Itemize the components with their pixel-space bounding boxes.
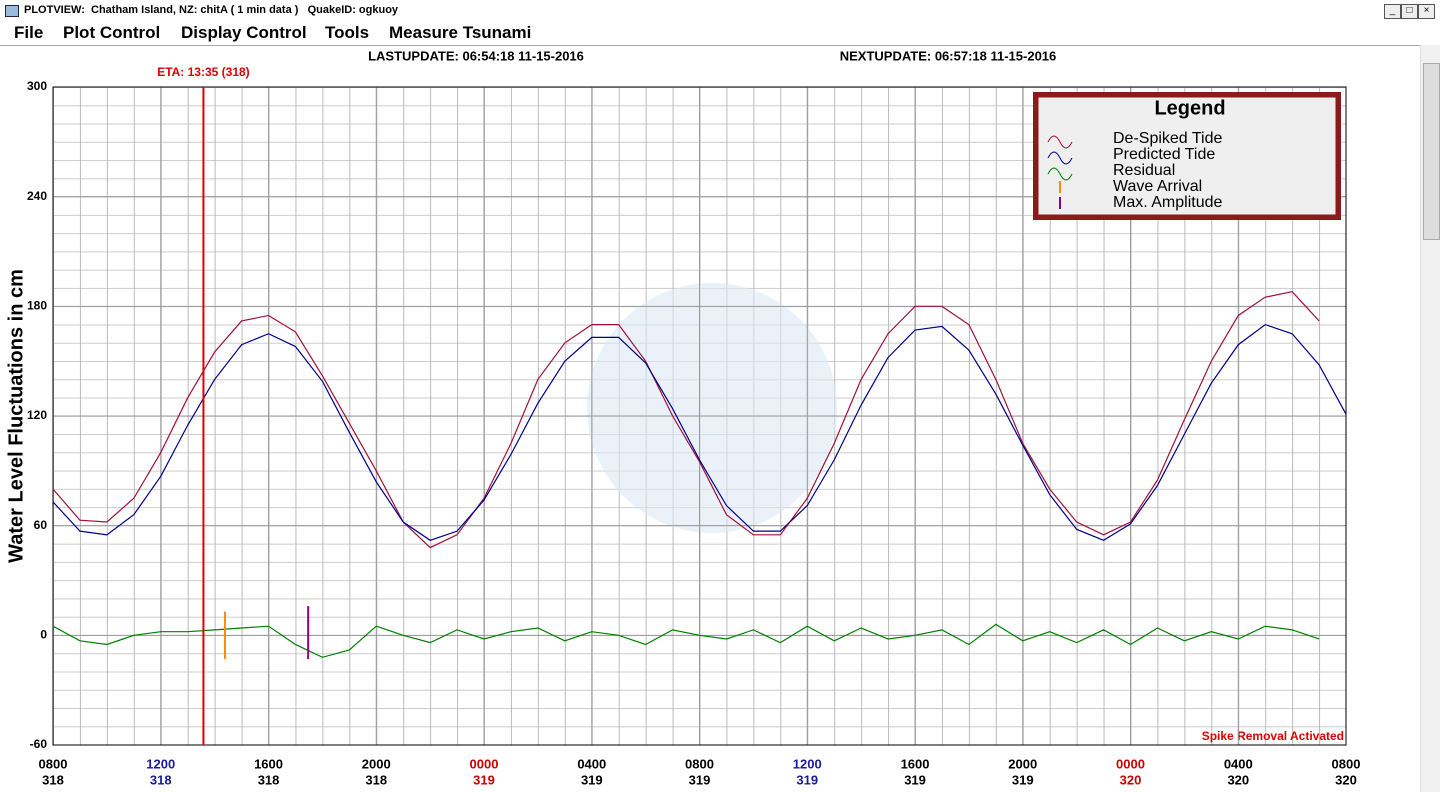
x-tick-label: 0000: [470, 756, 499, 771]
watermark: [587, 283, 837, 533]
scroll-thumb[interactable]: [1423, 63, 1440, 240]
next-update: NEXTUPDATE: 06:57:18 11-15-2016: [840, 48, 1057, 63]
x-tick-label: 0400: [577, 756, 606, 771]
y-tick-label: 180: [27, 299, 47, 313]
x-tick-day: 318: [258, 772, 280, 787]
x-tick-label: 2000: [1008, 756, 1037, 771]
x-tick-day: 319: [1012, 772, 1034, 787]
legend-symbol: [1047, 135, 1073, 149]
x-tick-day: 319: [581, 772, 603, 787]
eta-label: ETA: 13:35 (318): [157, 65, 249, 79]
series-line: [52, 291, 1320, 549]
maximize-button[interactable]: □: [1401, 4, 1418, 19]
legend-label: Wave Arrival: [1113, 178, 1202, 195]
x-tick-day: 320: [1335, 772, 1357, 787]
y-tick-label: 300: [27, 79, 47, 93]
x-tick-day: 319: [904, 772, 926, 787]
x-tick-label: 0800: [685, 756, 714, 771]
y-axis-label: Water Level Fluctuations in cm: [5, 269, 27, 563]
legend-label: De-Spiked Tide: [1113, 130, 1222, 147]
menu-item[interactable]: File: [14, 23, 44, 42]
x-tick-day: 319: [796, 772, 818, 787]
x-tick-day: 318: [150, 772, 172, 787]
series-line: [52, 623, 1320, 658]
y-tick-label: 120: [27, 408, 47, 422]
y-tick-label: -60: [30, 737, 48, 751]
menu-item[interactable]: Plot Control: [63, 23, 161, 42]
x-tick-label: 0800: [39, 756, 68, 771]
status-text: Spike Removal Activated: [1202, 729, 1344, 743]
legend-label: Predicted Tide: [1113, 146, 1215, 163]
last-update: LASTUPDATE: 06:54:18 11-15-2016: [368, 48, 584, 63]
x-tick-label: 1200: [793, 756, 822, 771]
minimize-button[interactable]: _: [1384, 4, 1401, 19]
legend-symbol: [1047, 167, 1073, 181]
legend-box: [1037, 96, 1337, 216]
app-icon: [5, 5, 19, 17]
title-bar: PLOTVIEW: Chatham Island, NZ: chitA ( 1 …: [0, 0, 1440, 23]
menu-bar: File Plot Control Display Control Tools …: [0, 22, 1440, 46]
x-tick-day: 318: [42, 772, 64, 787]
x-tick-label: 0400: [1224, 756, 1253, 771]
legend-label: Residual: [1113, 162, 1175, 179]
y-tick-label: 0: [40, 628, 47, 642]
x-tick-label: 1600: [254, 756, 283, 771]
x-tick-label: 0000: [1116, 756, 1145, 771]
menu-item[interactable]: Display Control: [181, 23, 307, 42]
window-title: PLOTVIEW: Chatham Island, NZ: chitA ( 1 …: [24, 4, 399, 16]
scrollbar[interactable]: [1420, 45, 1440, 792]
y-tick-label: 240: [27, 189, 47, 203]
x-tick-day: 318: [365, 772, 387, 787]
y-tick-label: 60: [34, 518, 48, 532]
x-tick-day: 320: [1120, 772, 1142, 787]
menu-item[interactable]: Measure Tsunami: [389, 23, 532, 42]
menu-item[interactable]: Tools: [325, 23, 370, 42]
x-tick-day: 320: [1227, 772, 1249, 787]
legend-symbol: [1047, 151, 1073, 165]
close-button[interactable]: ×: [1418, 4, 1435, 19]
x-tick-day: 319: [473, 772, 495, 787]
series-line: [52, 323, 1347, 541]
x-tick-label: 0800: [1332, 756, 1361, 771]
x-tick-label: 1200: [146, 756, 175, 771]
x-tick-day: 319: [689, 772, 711, 787]
x-tick-label: 1600: [901, 756, 930, 771]
plot-frame: [52, 86, 1347, 746]
legend-title: Legend: [1154, 97, 1225, 119]
x-tick-label: 2000: [362, 756, 391, 771]
legend-label: Max. Amplitude: [1113, 194, 1222, 211]
